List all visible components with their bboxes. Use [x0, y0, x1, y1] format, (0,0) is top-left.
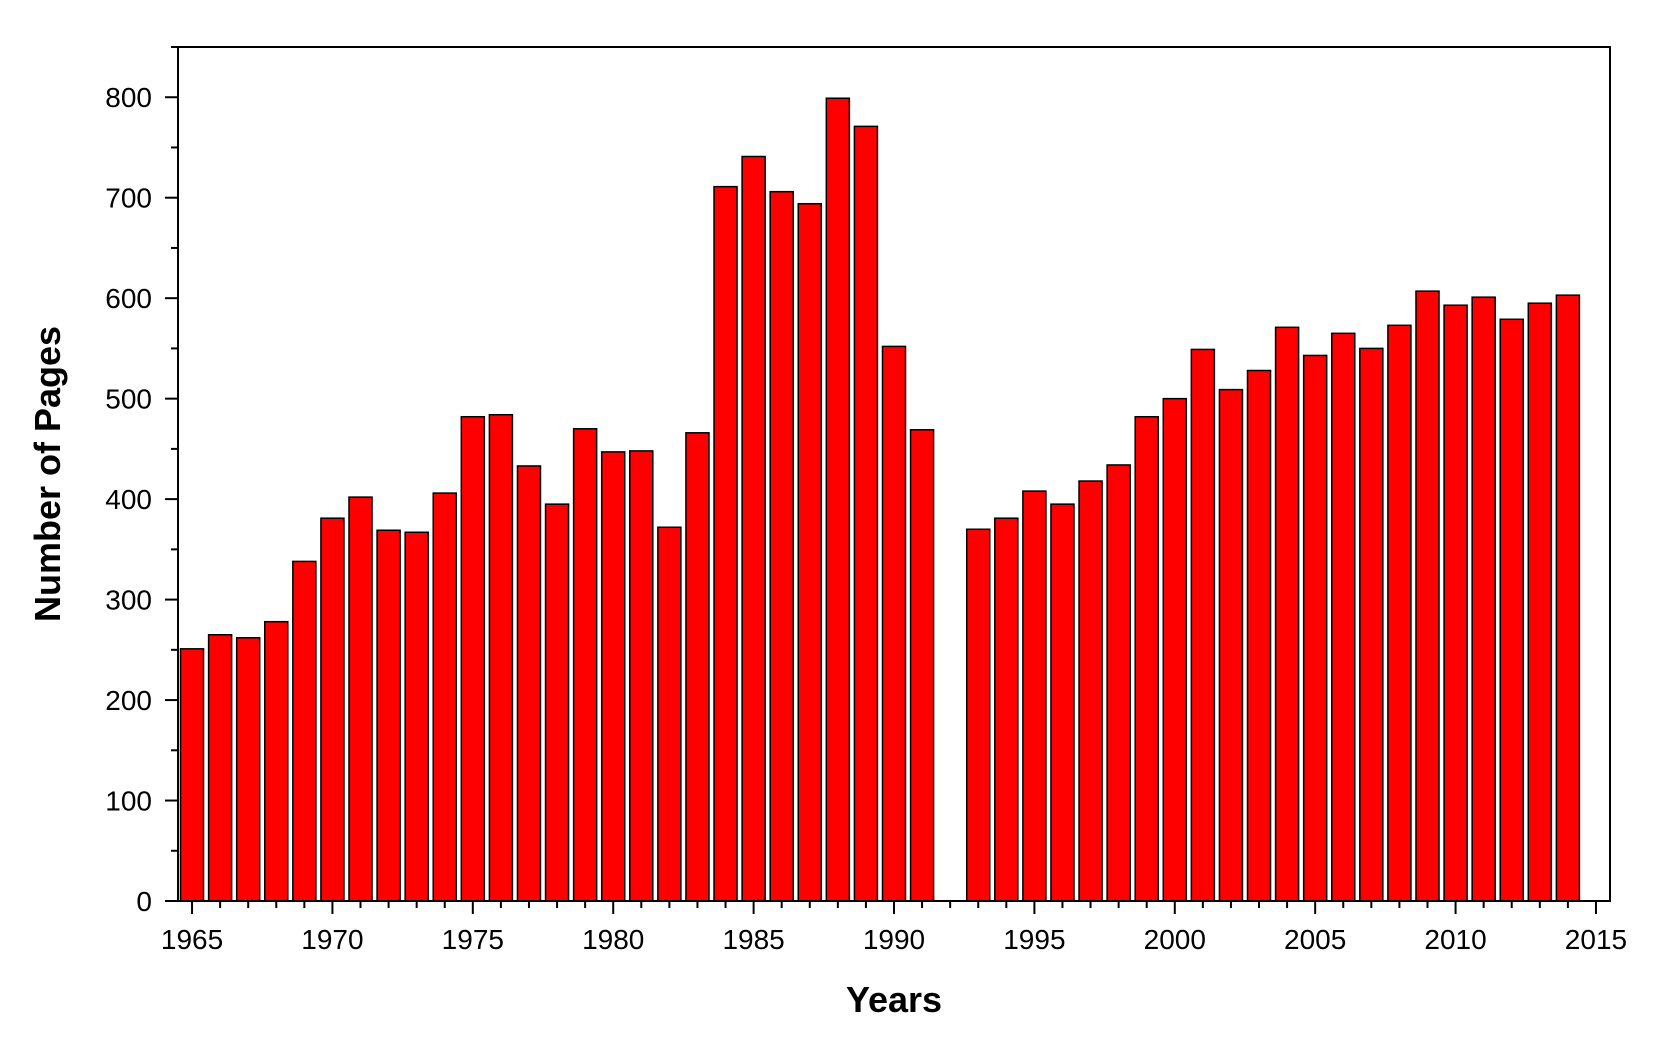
bar-1996 — [1050, 503, 1075, 902]
bar-1983 — [685, 432, 710, 902]
bar-2009 — [1415, 290, 1440, 902]
bar-1978 — [544, 503, 570, 902]
x-tick-label: 1975 — [442, 924, 504, 955]
x-tick-label: 1980 — [582, 924, 644, 955]
x-tick-label: 1995 — [1003, 924, 1065, 955]
x-tick-label: 1985 — [722, 924, 784, 955]
bar-1993 — [965, 528, 991, 902]
y-tick-label: 800 — [105, 82, 152, 113]
bar-1981 — [629, 450, 654, 902]
bar-2002 — [1218, 388, 1244, 902]
bar-1985 — [741, 155, 766, 902]
x-axis-title: Years — [846, 979, 942, 1020]
x-tick-label: 1990 — [863, 924, 925, 955]
bar-1995 — [1022, 490, 1047, 902]
y-tick-label: 300 — [105, 585, 152, 616]
bar-1987 — [797, 202, 823, 902]
x-tick-label: 1970 — [301, 924, 363, 955]
y-axis-title: Number of Pages — [27, 326, 68, 622]
bar-2008 — [1387, 324, 1412, 902]
bar-1967 — [235, 637, 261, 902]
bar-1980 — [600, 451, 626, 902]
bar-1974 — [432, 492, 458, 902]
bar-1994 — [994, 517, 1019, 902]
bar-1976 — [488, 413, 514, 902]
bar-2014 — [1555, 294, 1581, 902]
bar-1979 — [572, 428, 598, 902]
y-axis: 0 100 200 300 400 500 600 700 800 — [105, 46, 178, 917]
y-tick-label: 700 — [105, 183, 152, 214]
bar-2005 — [1302, 354, 1328, 902]
bar-2010 — [1443, 304, 1468, 902]
bar-2003 — [1246, 369, 1272, 902]
bar-1991 — [909, 429, 935, 902]
y-tick-label: 600 — [105, 283, 152, 314]
bar-2006 — [1330, 332, 1356, 902]
bars-group — [179, 97, 1581, 902]
bar-1984 — [713, 185, 738, 902]
x-tick-label: 2000 — [1144, 924, 1206, 955]
y-tick-label: 200 — [105, 685, 152, 716]
bar-1998 — [1106, 464, 1131, 902]
bar-1999 — [1134, 415, 1159, 902]
bar-1986 — [769, 190, 794, 902]
bar-2004 — [1274, 326, 1300, 902]
bar-1977 — [516, 465, 542, 902]
bar-1997 — [1078, 480, 1103, 902]
bar-1971 — [348, 496, 373, 902]
bar-1975 — [460, 415, 486, 902]
bar-1968 — [264, 620, 289, 902]
bar-2000 — [1162, 397, 1188, 902]
bar-2012 — [1499, 318, 1524, 902]
bar-1972 — [376, 529, 401, 902]
x-tick-label: 2015 — [1565, 924, 1627, 955]
y-tick-label: 400 — [105, 484, 152, 515]
bar-2001 — [1190, 348, 1216, 902]
bar-1988 — [825, 97, 851, 902]
bar-1969 — [292, 560, 317, 902]
bar-1965 — [179, 648, 205, 902]
y-tick-label: 100 — [105, 786, 152, 817]
bar-1973 — [404, 531, 429, 902]
x-tick-label: 2010 — [1424, 924, 1486, 955]
bar-1966 — [207, 634, 233, 902]
bar-1989 — [853, 125, 879, 902]
bar-2011 — [1471, 296, 1496, 902]
bar-1990 — [881, 345, 907, 902]
x-tick-label: 2005 — [1284, 924, 1346, 955]
x-tick-label: 1965 — [161, 924, 223, 955]
bar-2013 — [1527, 302, 1553, 902]
bar-2007 — [1359, 347, 1384, 902]
y-tick-label: 500 — [105, 384, 152, 415]
bar-1982 — [657, 526, 682, 902]
x-axis: 1965 1970 1975 1980 1985 1990 1995 2000 2005 2010… — [161, 901, 1627, 955]
bar-1970 — [320, 517, 345, 902]
y-tick-label: 0 — [136, 886, 152, 917]
